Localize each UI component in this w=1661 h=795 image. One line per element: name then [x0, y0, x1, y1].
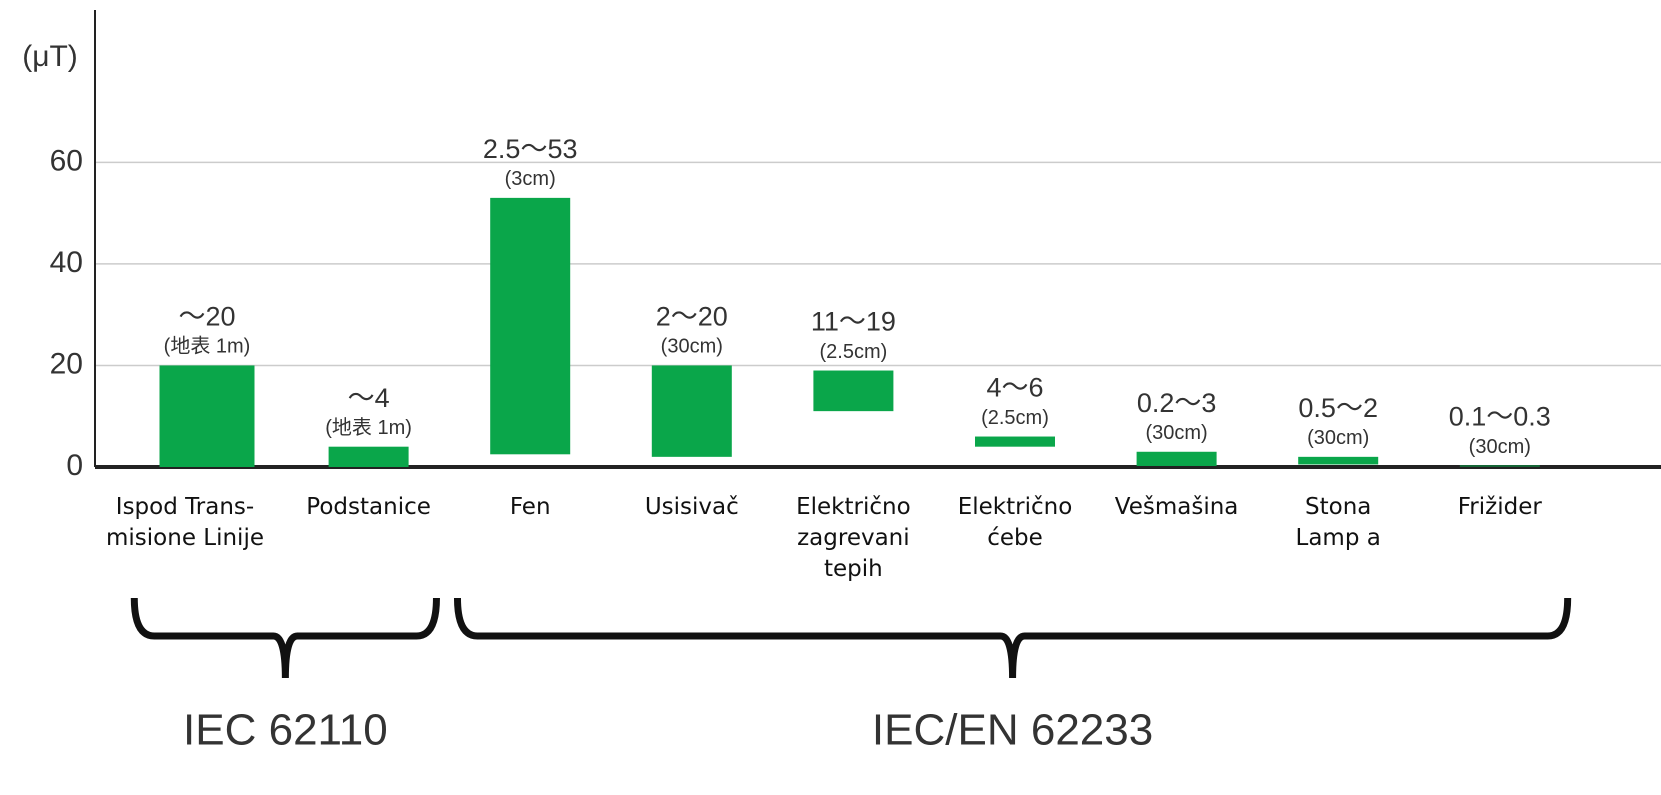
note-label: (30cm)	[1307, 427, 1369, 449]
group-label: IEC 62110	[183, 706, 388, 755]
y-tick-label: 0	[66, 449, 83, 482]
bar	[490, 197, 571, 455]
bar	[1459, 465, 1540, 467]
value-label: 0.1〜0.3	[1449, 402, 1551, 432]
note-label: (30cm)	[1469, 436, 1531, 458]
bar	[813, 370, 894, 412]
value-label: 2〜20	[656, 302, 728, 332]
x-tick-label: Fen	[509, 494, 551, 520]
value-label: 4〜6	[986, 373, 1043, 403]
value-label: 0.5〜2	[1298, 393, 1378, 423]
note-label: (地表 1m)	[325, 416, 412, 439]
y-tick-label: 60	[50, 144, 83, 177]
x-tick-label: Vešmašina	[1114, 494, 1239, 520]
y-tick-label: 20	[50, 347, 83, 380]
group-bracket	[453, 597, 1572, 679]
y-tick-label: 40	[50, 246, 83, 279]
x-tick-label: Frižider	[1457, 494, 1542, 520]
x-tick-label: Podstanice	[306, 494, 431, 520]
x-tick-label: Usisivač	[644, 494, 739, 520]
group-bracket	[130, 597, 440, 679]
value-label: 2.5〜53	[483, 134, 578, 164]
x-tick-label: Električno zagrevani tepih	[796, 494, 911, 582]
note-label: (2.5cm)	[981, 407, 1049, 429]
value-label: 〜4	[348, 383, 390, 413]
x-tick-label: Ispod Trans- misione Linije	[106, 494, 264, 551]
note-label: (2.5cm)	[820, 341, 888, 363]
note-label: (地表 1m)	[164, 335, 251, 358]
value-label: 〜20	[178, 302, 235, 332]
bar	[651, 365, 732, 457]
note-label: (30cm)	[661, 336, 723, 358]
value-label: 11〜19	[811, 307, 896, 337]
bar	[159, 365, 255, 467]
bar	[975, 436, 1055, 447]
bar	[1136, 451, 1217, 466]
note-label: (30cm)	[1145, 422, 1207, 444]
x-tick-label: Stona Lamp a	[1295, 494, 1381, 551]
bar	[328, 446, 409, 467]
x-tick-label: Električno ćebe	[957, 494, 1073, 551]
group-label: IEC/EN 62233	[872, 706, 1153, 755]
bar	[1298, 456, 1379, 465]
value-label: 0.2〜3	[1137, 388, 1217, 418]
y-axis-label: (μT)	[22, 40, 78, 73]
note-label: (3cm)	[505, 168, 556, 190]
